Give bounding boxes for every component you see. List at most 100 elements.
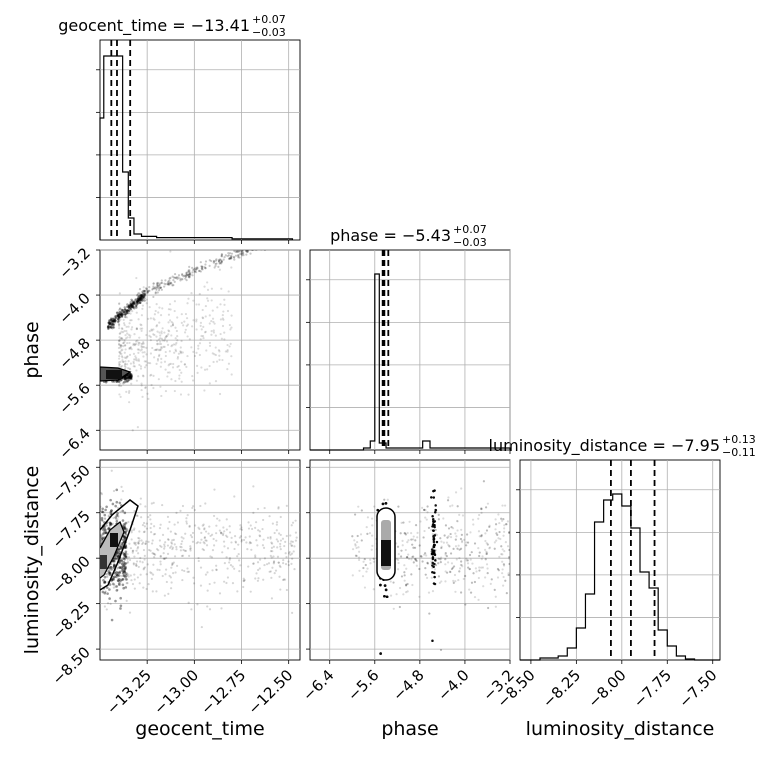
scatter-point bbox=[132, 365, 135, 368]
scatter-point bbox=[247, 246, 249, 248]
scatter-point bbox=[431, 589, 435, 593]
scatter-point bbox=[109, 498, 112, 502]
scatter-point bbox=[180, 360, 183, 363]
scatter-point bbox=[494, 523, 498, 526]
scatter-point bbox=[127, 376, 131, 380]
scatter-point bbox=[237, 254, 240, 258]
scatter-point bbox=[485, 552, 488, 555]
scatter-point bbox=[128, 346, 131, 350]
scatter-point bbox=[170, 325, 173, 328]
scatter-point bbox=[379, 583, 382, 587]
scatter-point bbox=[484, 506, 488, 509]
scatter-point bbox=[109, 565, 113, 569]
scatter-point bbox=[351, 574, 354, 577]
scatter-point bbox=[166, 515, 170, 518]
scatter-point bbox=[129, 376, 133, 379]
scatter-point bbox=[133, 307, 136, 310]
scatter-point bbox=[432, 538, 435, 541]
scatter-point bbox=[120, 355, 124, 358]
scatter-point bbox=[140, 388, 143, 392]
scatter-point bbox=[190, 346, 193, 349]
scatter-point bbox=[124, 310, 127, 314]
scatter-point bbox=[434, 564, 438, 567]
scatter-point bbox=[294, 531, 298, 534]
svg-text:phase = −5.43: phase = −5.43 bbox=[330, 226, 451, 245]
scatter-point bbox=[122, 574, 126, 578]
scatter-point bbox=[433, 549, 436, 553]
scatter-point bbox=[118, 339, 121, 342]
scatter-point bbox=[195, 303, 198, 306]
scatter-point bbox=[447, 496, 450, 499]
scatter-point bbox=[108, 319, 111, 322]
scatter-point bbox=[432, 520, 435, 523]
scatter-point bbox=[224, 350, 227, 353]
scatter-point bbox=[163, 345, 166, 349]
scatter-point bbox=[132, 302, 135, 305]
scatter-point bbox=[258, 530, 261, 533]
svg-text:luminosity_distance = −7.95: luminosity_distance = −7.95 bbox=[489, 436, 720, 456]
scatter-point bbox=[229, 254, 232, 258]
scatter-point bbox=[433, 534, 437, 537]
scatter-point bbox=[432, 529, 435, 532]
scatter-point bbox=[432, 535, 435, 538]
scatter-point bbox=[216, 517, 219, 520]
scatter-point bbox=[362, 566, 365, 570]
scatter-point bbox=[137, 358, 140, 361]
scatter-point bbox=[194, 271, 198, 274]
scatter-point bbox=[385, 595, 389, 599]
scatter-point bbox=[384, 588, 388, 592]
scatter-point bbox=[466, 559, 469, 562]
scatter-point bbox=[258, 245, 260, 247]
scatter-point bbox=[118, 361, 121, 364]
scatter-point bbox=[411, 543, 414, 546]
x-luminosity-distance-tick-label: −7.50 bbox=[675, 666, 720, 711]
scatter-point bbox=[152, 295, 155, 299]
density-contour bbox=[100, 499, 139, 591]
scatter-point bbox=[272, 234, 274, 236]
scatter-point bbox=[249, 250, 251, 251]
scatter-point bbox=[418, 567, 421, 571]
scatter-point bbox=[454, 545, 458, 548]
scatter-point bbox=[439, 648, 443, 652]
scatter-point bbox=[131, 304, 134, 308]
scatter-point bbox=[156, 281, 159, 284]
scatter-point bbox=[366, 567, 369, 570]
scatter-point bbox=[433, 520, 437, 523]
scatter-point bbox=[433, 525, 436, 529]
scatter-point bbox=[179, 279, 182, 282]
scatter-point bbox=[203, 536, 206, 540]
scatter-point bbox=[462, 577, 465, 581]
scatter-point bbox=[178, 374, 181, 377]
scatter-point bbox=[137, 300, 141, 303]
scatter-point bbox=[270, 556, 273, 559]
scatter-point bbox=[158, 287, 161, 290]
scatter-point bbox=[263, 250, 267, 251]
scatter-point bbox=[139, 503, 142, 506]
scatter-point bbox=[433, 571, 436, 575]
scatter-point bbox=[197, 303, 201, 306]
scatter-point bbox=[405, 584, 408, 587]
scatter-point bbox=[433, 524, 436, 527]
scatter-geocent-time-phase bbox=[96, 234, 301, 454]
scatter-point bbox=[473, 542, 477, 545]
scatter-point bbox=[434, 511, 437, 514]
scatter-point bbox=[418, 567, 421, 571]
scatter-point bbox=[122, 360, 125, 364]
scatter-point bbox=[460, 560, 463, 563]
scatter-point bbox=[210, 556, 214, 559]
scatter-point bbox=[235, 250, 238, 252]
scatter-point bbox=[449, 570, 452, 574]
scatter-point bbox=[116, 313, 119, 317]
scatter-point bbox=[452, 565, 456, 568]
scatter-point bbox=[458, 570, 461, 573]
scatter-point bbox=[118, 393, 121, 396]
scatter-point bbox=[478, 569, 481, 572]
scatter-point bbox=[478, 551, 481, 554]
scatter-point bbox=[113, 571, 117, 575]
scatter-point bbox=[181, 578, 184, 582]
scatter-point bbox=[444, 580, 447, 583]
scatter-point bbox=[503, 527, 506, 530]
scatter-point bbox=[420, 555, 423, 558]
scatter-point bbox=[190, 292, 193, 295]
scatter-point bbox=[104, 517, 107, 521]
